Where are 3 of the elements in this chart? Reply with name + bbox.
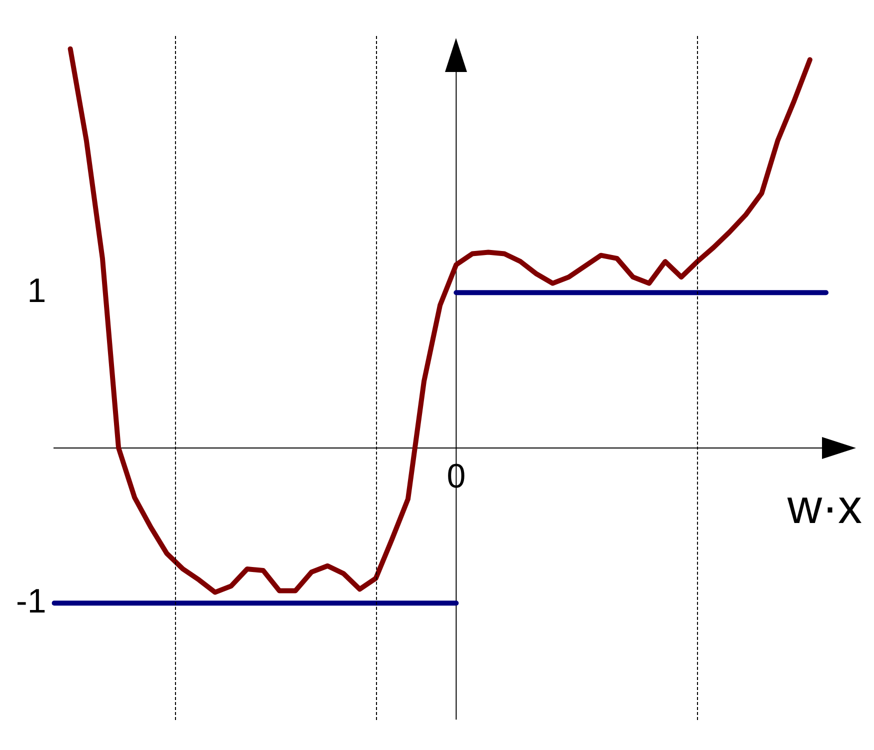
y-tick-label: 1 xyxy=(27,272,46,310)
y-tick-label: -1 xyxy=(16,582,46,621)
x-axis-title: w·x xyxy=(786,481,862,534)
